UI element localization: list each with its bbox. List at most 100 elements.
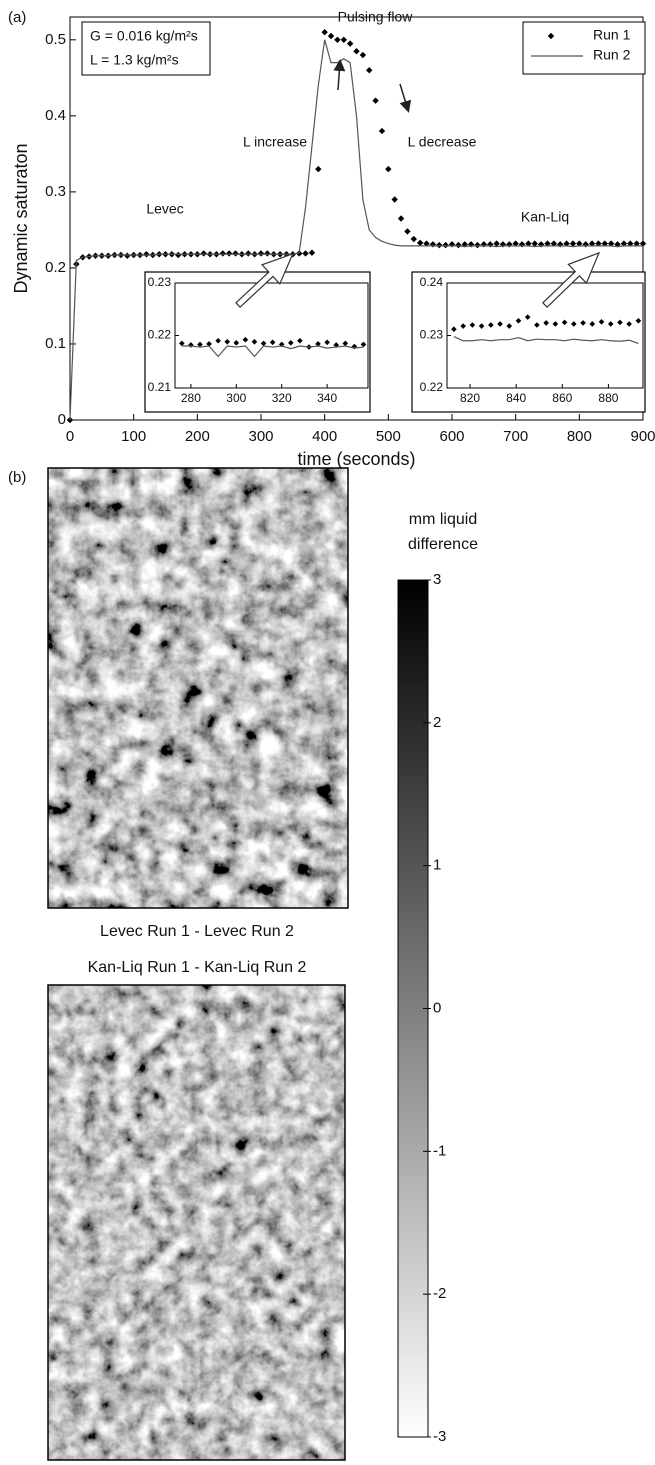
colorbar: -3 -2 -1 0 1 2 3 mm liquid difference xyxy=(397,511,478,1445)
data-point xyxy=(308,249,316,256)
overlay xyxy=(333,59,412,113)
data-point xyxy=(451,326,457,332)
data-line xyxy=(453,336,639,344)
data-point xyxy=(233,340,240,346)
inset-chart: 820 840 860 880 0.22 0.23 0.24 xyxy=(411,271,646,413)
info-text: L = 1.3 kg/m²s xyxy=(90,52,179,68)
x-tick-label: 400 xyxy=(312,428,337,445)
x-tick-label: 500 xyxy=(376,428,401,445)
x-tick-label: 200 xyxy=(185,428,210,445)
data-point xyxy=(197,341,203,348)
x-tick-label: 100 xyxy=(121,428,146,445)
data-point xyxy=(334,36,341,44)
data-point xyxy=(360,341,367,348)
data-point xyxy=(497,321,503,327)
data-point xyxy=(302,250,309,257)
data-point xyxy=(351,343,358,350)
data-point xyxy=(397,215,405,222)
data-point xyxy=(580,320,586,326)
x-tick-label: 600 xyxy=(439,428,464,445)
data-point xyxy=(478,323,485,329)
data-line xyxy=(69,39,643,421)
x-tick-label: 860 xyxy=(552,391,572,405)
annotation: Pulsing flow xyxy=(338,9,414,25)
annotation: L decrease xyxy=(408,134,477,150)
data-point xyxy=(544,240,551,247)
data-point xyxy=(232,250,239,257)
data-point xyxy=(391,196,398,203)
difference-image xyxy=(48,468,348,908)
zoom-arrow xyxy=(235,252,294,309)
data-point xyxy=(346,40,354,47)
data-point xyxy=(563,240,570,247)
data-point xyxy=(288,340,294,346)
data-point xyxy=(442,241,449,249)
inset-chart: 280 300 320 340 0.21 0.22 0.23 xyxy=(144,271,371,413)
data-point xyxy=(589,321,596,327)
x-axis-label: time (seconds) xyxy=(297,449,415,469)
y-tick-label: 0.24 xyxy=(420,275,444,289)
data-point xyxy=(260,340,267,347)
data-point xyxy=(469,322,476,328)
data-point xyxy=(278,341,285,348)
info-box xyxy=(81,21,211,76)
data-point xyxy=(219,250,226,257)
y-tick-label: 0.21 xyxy=(148,380,172,394)
y-tick-label: 0.23 xyxy=(420,328,444,342)
data-point xyxy=(215,337,221,344)
legend-marker xyxy=(547,32,555,40)
data-point xyxy=(404,228,411,235)
data-point xyxy=(633,240,640,247)
data-line xyxy=(181,345,364,358)
data-point xyxy=(588,240,596,247)
data-point xyxy=(617,319,623,326)
data-point xyxy=(595,240,602,247)
data-point xyxy=(324,339,330,346)
data-point xyxy=(410,235,417,243)
colorbar-tick-label: 1 xyxy=(433,857,441,874)
data-point xyxy=(598,319,605,325)
data-point xyxy=(569,240,577,247)
legend-label: Run 1 xyxy=(593,27,631,43)
data-point xyxy=(315,165,322,173)
data-point xyxy=(635,318,642,324)
colorbar-title: mm liquid xyxy=(409,511,477,528)
data-point xyxy=(315,341,321,347)
colorbar-tick-label: -2 xyxy=(433,1285,446,1302)
y-tick-label: 0.5 xyxy=(45,31,66,48)
data-point xyxy=(506,323,513,329)
data-point xyxy=(188,342,194,348)
data-point xyxy=(372,97,379,104)
data-point xyxy=(206,341,212,347)
data-point xyxy=(534,322,540,328)
y-tick-label: 0.1 xyxy=(45,335,66,352)
data-point xyxy=(525,240,532,247)
data-point xyxy=(264,250,271,257)
data-point xyxy=(342,340,349,347)
data-point xyxy=(436,241,443,249)
data-point xyxy=(448,241,456,248)
data-point xyxy=(620,240,628,247)
data-point xyxy=(515,318,522,324)
data-point xyxy=(607,321,614,327)
data-point xyxy=(333,342,340,348)
y-tick-label: 0.3 xyxy=(45,183,66,200)
data-point xyxy=(416,239,424,247)
legend-label: Run 2 xyxy=(593,47,631,63)
legend-box xyxy=(522,21,646,75)
zoom-arrow xyxy=(542,251,601,309)
data-point xyxy=(474,241,481,249)
y-tick-label: 0.2 xyxy=(45,259,66,276)
colorbar-tick-label: -3 xyxy=(433,1428,446,1445)
y-tick-label: 0.22 xyxy=(148,328,172,342)
data-point xyxy=(582,241,589,248)
data-point xyxy=(531,240,538,247)
colorbar-tick-label: 3 xyxy=(433,571,441,588)
x-tick-label: 300 xyxy=(226,391,246,405)
annotation: L increase xyxy=(243,134,307,150)
y-tick-label: 0.22 xyxy=(420,380,444,394)
data-point xyxy=(480,241,488,248)
data-point xyxy=(321,29,328,36)
x-tick-label: 840 xyxy=(506,391,526,405)
